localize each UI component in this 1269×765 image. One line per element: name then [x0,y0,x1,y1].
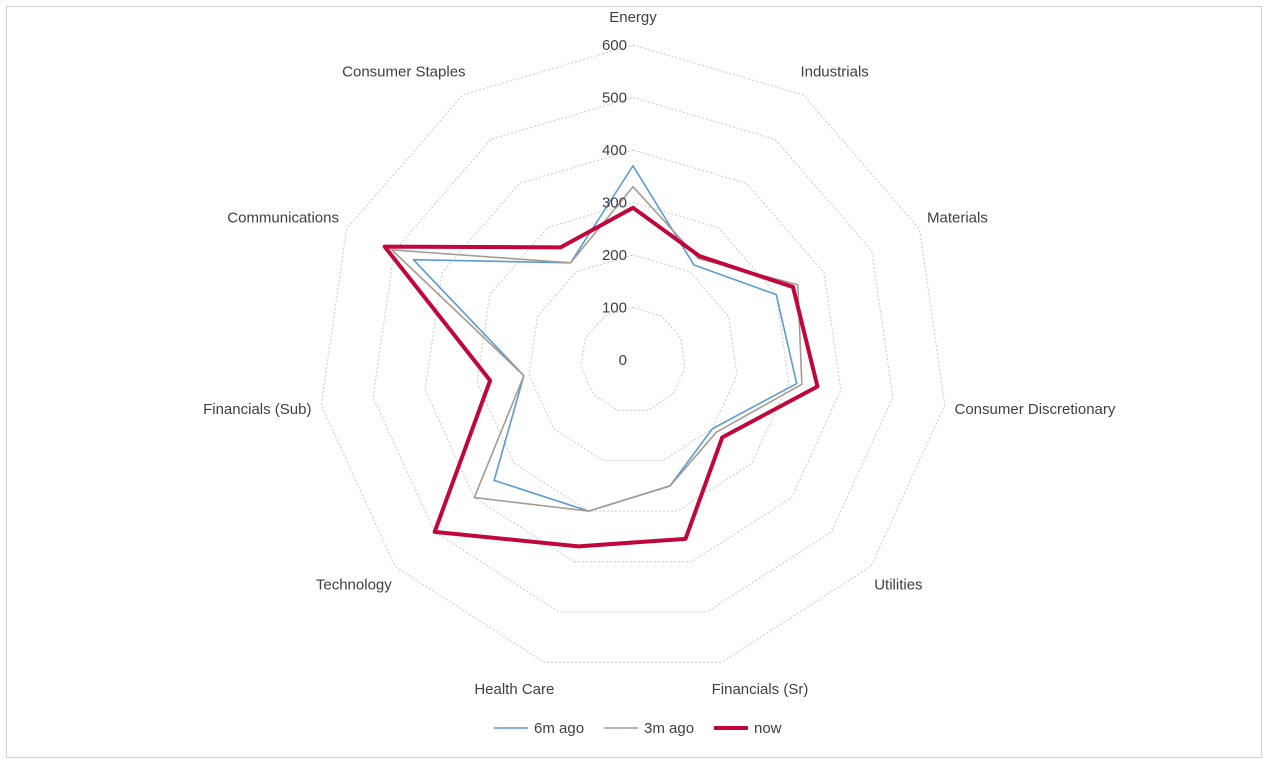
category-label: Consumer Staples [342,63,465,80]
grid-ring-100 [580,306,686,411]
grid-ring-400 [424,149,842,562]
radial-tick-label: 300 [602,195,627,212]
radial-tick-label: 200 [602,247,627,264]
category-label: Materials [927,210,988,227]
category-label: Communications [227,210,339,227]
category-label: Health Care [474,681,554,698]
category-label: Consumer Discretionary [955,401,1116,418]
category-labels: Energy Industrials Materials Consumer Discr… [203,9,1116,698]
legend: 6m ago 3m ago now [494,720,782,737]
grid-ring-600 [320,44,946,663]
radar-grid [320,44,946,663]
category-label: Industrials [800,63,868,80]
radial-tick-label: 600 [602,37,627,54]
grid-ring-200 [528,254,738,462]
category-label: Utilities [874,577,922,594]
radial-tick-label: 400 [602,142,627,159]
legend-label: 3m ago [644,720,694,737]
category-label: Financials (Sr) [712,681,809,698]
legend-label: 6m ago [534,720,584,737]
category-label: Technology [316,577,392,594]
legend-label: now [754,720,782,737]
radial-tick-label: 0 [619,352,627,369]
radial-tick-label: 500 [602,90,627,107]
series-line-3m-ago [391,185,803,512]
radar-series [382,164,820,549]
radial-tick-label: 100 [602,300,627,317]
category-label: Energy [609,9,657,26]
category-label: Financials (Sub) [203,401,311,418]
series-line-6m-ago [412,164,798,512]
grid-ring-300 [476,201,790,512]
grid-ring-500 [372,96,894,613]
radial-ticks: 0 100 200 300 400 500 600 [602,37,627,369]
series-line-now [382,205,820,549]
chart-frame [6,6,1262,758]
